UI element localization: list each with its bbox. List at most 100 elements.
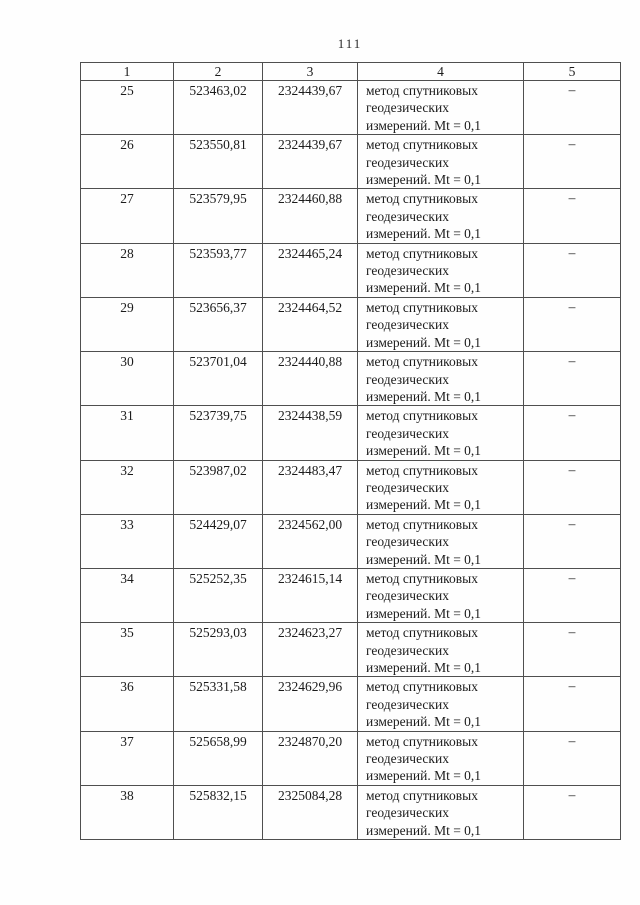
coordinate-y: 2324440,88	[262, 351, 358, 407]
point-number: 26	[80, 134, 174, 190]
method-cell: метод спутниковых геодезических измерени…	[357, 567, 524, 624]
method-line: измерений. Mt = 0,1	[366, 497, 482, 513]
point-number: 37	[80, 730, 174, 786]
coordinate-x: 523987,02	[173, 459, 263, 515]
dash-cell: –	[523, 676, 621, 732]
method-line: геодезических	[366, 696, 449, 712]
method-cell: метод спутниковых геодезических измерени…	[357, 405, 524, 461]
coordinate-y: 2324464,52	[262, 296, 358, 353]
point-number: 34	[80, 567, 174, 624]
coordinate-x: 523550,81	[173, 134, 263, 190]
point-number: 25	[80, 79, 174, 136]
method-line: геодезических	[366, 317, 449, 333]
point-number: 35	[80, 622, 174, 678]
method-line: метод спутниковых	[366, 299, 478, 315]
method-line: измерений. Mt = 0,1	[366, 334, 482, 350]
method-cell: метод спутниковых геодезических измерени…	[357, 784, 524, 841]
method-line: метод спутниковых	[366, 733, 478, 749]
method-cell: метод спутниковых геодезических измерени…	[357, 676, 524, 732]
method-line: метод спутниковых	[366, 83, 478, 98]
method-line: метод спутниковых	[366, 462, 478, 478]
method-line: измерений. Mt = 0,1	[366, 768, 482, 784]
page-number: 111	[337, 36, 363, 51]
method-line: геодезических	[366, 371, 449, 387]
table-row: 37 525658,99 2324870,20 метод спутниковы…	[80, 730, 621, 786]
coordinate-y: 2324438,59	[262, 405, 358, 461]
coordinate-x: 524429,07	[173, 513, 263, 569]
table-row: 35 525293,03 2324623,27 метод спутниковы…	[80, 622, 621, 678]
coordinate-y: 2324439,67	[262, 79, 358, 136]
point-number: 32	[80, 459, 174, 515]
coordinate-y: 2324460,88	[262, 188, 358, 244]
method-line: измерений. Mt = 0,1	[366, 551, 482, 567]
method-cell: метод спутниковых геодезических измерени…	[357, 134, 524, 190]
method-line: измерений. Mt = 0,1	[366, 443, 482, 459]
method-line: геодезических	[366, 642, 449, 658]
dash-cell: –	[523, 567, 621, 624]
method-line: метод спутниковых	[366, 679, 478, 695]
method-line: измерений. Mt = 0,1	[366, 117, 482, 133]
coordinate-y: 2324483,47	[262, 459, 358, 515]
coordinate-x: 523579,95	[173, 188, 263, 244]
method-line: геодезических	[366, 208, 449, 224]
method-line: измерений. Mt = 0,1	[366, 388, 482, 404]
coordinate-x: 523739,75	[173, 405, 263, 461]
table-row: 36 525331,58 2324629,96 метод спутниковы…	[80, 676, 621, 732]
method-line: метод спутниковых	[366, 787, 478, 803]
method-line: геодезических	[366, 263, 449, 279]
coordinate-x: 525832,15	[173, 784, 263, 841]
method-cell: метод спутниковых геодезических измерени…	[357, 730, 524, 786]
dash-cell: –	[523, 622, 621, 678]
method-line: геодезических	[366, 479, 449, 495]
table-row: 31 523739,75 2324438,59 метод спутниковы…	[80, 405, 621, 461]
coordinate-x: 525658,99	[173, 730, 263, 786]
method-line: измерений. Mt = 0,1	[366, 822, 482, 838]
dash-cell: –	[523, 784, 621, 841]
point-number: 30	[80, 351, 174, 407]
method-cell: метод спутниковых геодезических измерени…	[357, 242, 524, 298]
table-row: 27 523579,95 2324460,88 метод спутниковы…	[80, 188, 621, 244]
method-line: геодезических	[366, 154, 449, 170]
point-number: 33	[80, 513, 174, 569]
coordinates-table: 1 2 3 4 5 25 523463,02 2324439,67 метод …	[80, 62, 621, 841]
coordinate-y: 2324623,27	[262, 622, 358, 678]
dash-cell: –	[523, 351, 621, 407]
table-row: 32 523987,02 2324483,47 метод спутниковы…	[80, 459, 621, 515]
coordinate-y: 2325084,28	[262, 784, 358, 841]
point-number: 36	[80, 676, 174, 732]
method-cell: метод спутниковых геодезических измерени…	[357, 459, 524, 515]
method-line: геодезических	[366, 100, 449, 116]
method-line: геодезических	[366, 534, 449, 550]
column-header-4: 4	[357, 62, 524, 81]
column-header-2: 2	[173, 62, 263, 81]
method-line: геодезических	[366, 751, 449, 767]
dash-cell: –	[523, 730, 621, 786]
column-header-3: 3	[262, 62, 358, 81]
column-header-5: 5	[523, 62, 621, 81]
table-row: 30 523701,04 2324440,88 метод спутниковы…	[80, 351, 621, 407]
method-line: геодезических	[366, 425, 449, 441]
coordinate-y: 2324870,20	[262, 730, 358, 786]
dash-cell: –	[523, 79, 621, 136]
table-row: 34 525252,35 2324615,14 метод спутниковы…	[80, 567, 621, 624]
dash-cell: –	[523, 188, 621, 244]
method-line: метод спутниковых	[366, 245, 478, 261]
coordinate-y: 2324615,14	[262, 567, 358, 624]
method-line: метод спутниковых	[366, 625, 478, 641]
method-line: метод спутниковых	[366, 354, 478, 370]
coordinate-x: 525331,58	[173, 676, 263, 732]
point-number: 28	[80, 242, 174, 298]
table-row: 33 524429,07 2324562,00 метод спутниковы…	[80, 513, 621, 569]
method-line: измерений. Mt = 0,1	[366, 714, 482, 730]
table-row: 38 525832,15 2325084,28 метод спутниковы…	[80, 784, 621, 841]
method-line: метод спутниковых	[366, 408, 478, 424]
coordinate-y: 2324465,24	[262, 242, 358, 298]
method-line: метод спутниковых	[366, 137, 478, 153]
table-row: 29 523656,37 2324464,52 метод спутниковы…	[80, 296, 621, 353]
table-row: 25 523463,02 2324439,67 метод спутниковы…	[80, 79, 621, 136]
method-line: метод спутниковых	[366, 570, 478, 586]
method-cell: метод спутниковых геодезических измерени…	[357, 79, 524, 136]
dash-cell: –	[523, 405, 621, 461]
method-line: геодезических	[366, 805, 449, 821]
